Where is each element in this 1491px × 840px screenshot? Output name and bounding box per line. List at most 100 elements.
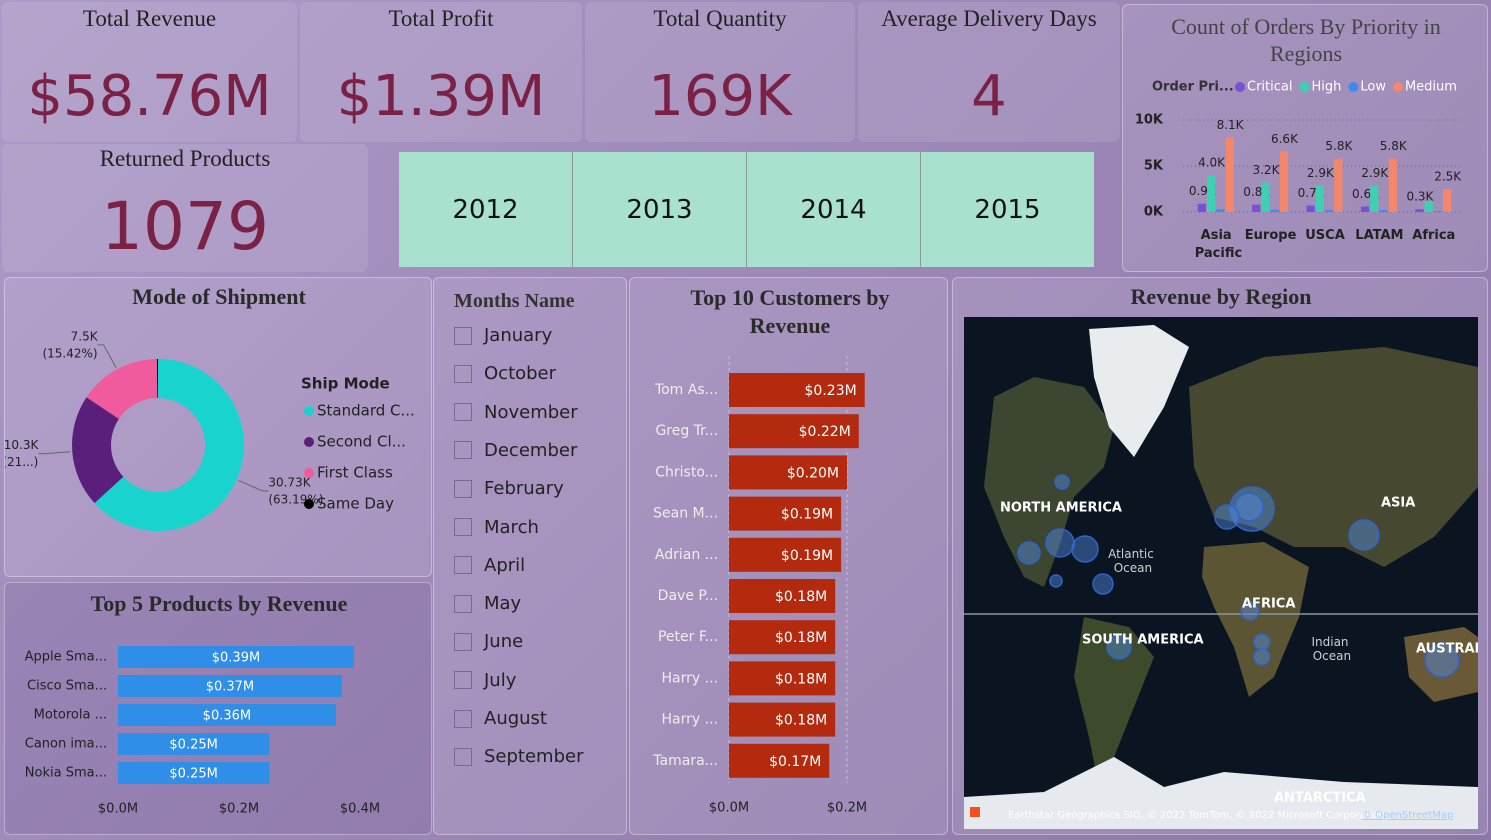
data-label: $0.18M	[775, 671, 827, 687]
data-label: $0.39M	[212, 651, 260, 666]
month-item[interactable]: April	[454, 555, 525, 576]
bar	[729, 743, 830, 778]
legend-swatch	[304, 437, 314, 447]
bar	[729, 702, 836, 737]
y-tick-label: Tom As...	[654, 382, 718, 398]
legend-label: First Class	[317, 464, 393, 482]
map-label: Indian Ocean	[1309, 635, 1351, 663]
location-bubble	[1045, 528, 1075, 558]
data-label: 2.5K	[1434, 170, 1462, 184]
month-item[interactable]: January	[454, 325, 552, 346]
donut-slice	[156, 359, 158, 399]
bar	[118, 762, 270, 784]
bar	[1360, 206, 1370, 212]
month-label: February	[484, 478, 564, 500]
month-item[interactable]: September	[454, 746, 584, 767]
kpi-title: Total Profit	[388, 6, 494, 31]
legend-label: High	[1311, 80, 1341, 95]
kpi-value: 1079	[101, 188, 269, 265]
checkbox[interactable]	[454, 594, 472, 613]
y-tick-label: Nokia Sma...	[25, 766, 107, 781]
year-button[interactable]: 2014	[747, 152, 921, 267]
slicer-title: Months Name	[454, 290, 575, 312]
attribution-link[interactable]: © OpenStreetMap	[1362, 810, 1453, 821]
y-tick-label: Dave P...	[658, 588, 718, 604]
month-item[interactable]: November	[454, 402, 578, 423]
month-label: March	[484, 516, 539, 538]
kpi-card: Average Delivery Days 4	[858, 2, 1120, 142]
x-tick-label: $0.4M	[340, 802, 380, 817]
bar	[729, 455, 847, 490]
checkbox[interactable]	[454, 709, 472, 728]
chart-panel: Top 10 Customers by Revenue $0.0M $0.2M To…	[629, 277, 948, 835]
data-label: 30.73K	[268, 475, 311, 489]
donut-slice	[72, 397, 124, 504]
chart-title: Count of Orders By Priority in Regions	[1171, 14, 1441, 66]
bar	[1270, 209, 1279, 212]
data-label: $0.25M	[169, 738, 217, 753]
data-label: 6.6K	[1271, 132, 1299, 146]
month-item[interactable]: May	[454, 593, 521, 614]
ice	[1089, 325, 1189, 457]
checkbox[interactable]	[454, 479, 472, 498]
data-label: 5.8K	[1380, 139, 1408, 153]
legend-swatch	[304, 406, 314, 416]
map-label: ASIA	[1381, 496, 1415, 511]
kpi-card: Total Quantity 169K	[585, 2, 855, 142]
kpi-title: Total Revenue	[82, 6, 217, 31]
checkbox[interactable]	[454, 671, 472, 690]
bar	[729, 620, 836, 655]
bar	[1443, 189, 1452, 212]
bar	[1370, 185, 1379, 212]
data-label: $0.23M	[805, 383, 857, 399]
location-bubble	[1054, 474, 1070, 490]
month-item[interactable]: August	[454, 708, 547, 729]
donut-slice	[86, 359, 158, 419]
bar	[1388, 158, 1397, 212]
map-label: AFRICA	[1242, 597, 1295, 612]
checkbox[interactable]	[454, 518, 472, 536]
month-item[interactable]: June	[454, 631, 523, 652]
legend-label: Low	[1360, 80, 1386, 95]
month-item[interactable]: March	[454, 517, 539, 538]
location-bubble	[1092, 573, 1114, 595]
month-item[interactable]: July	[454, 670, 516, 691]
month-item[interactable]: December	[454, 440, 577, 461]
checkbox[interactable]	[454, 747, 472, 766]
x-tick-label: USCA	[1305, 228, 1345, 243]
checkbox[interactable]	[454, 441, 472, 460]
checkbox[interactable]	[454, 403, 472, 422]
y-tick-label: Sean M...	[653, 506, 718, 522]
location-bubble	[1071, 535, 1099, 563]
location-bubble	[1049, 574, 1063, 588]
month-item[interactable]: October	[454, 363, 556, 384]
year-button[interactable]: 2012	[399, 152, 573, 267]
y-tick-label: Apple Sma...	[25, 650, 107, 665]
bar	[118, 646, 354, 668]
checkbox[interactable]	[454, 326, 472, 345]
x-tick-label: $0.2M	[827, 801, 867, 816]
x-tick-label: Europe	[1245, 228, 1297, 243]
map-panel: Revenue by Region NORTH AMERICA ASIA	[952, 277, 1488, 835]
checkbox[interactable]	[454, 556, 472, 575]
bar	[1379, 210, 1388, 212]
legend-swatch	[304, 468, 314, 478]
checkbox[interactable]	[454, 632, 472, 651]
year-button[interactable]: 2015	[974, 194, 1041, 225]
data-label: $0.22M	[799, 424, 851, 440]
leader-line	[38, 451, 71, 455]
bar	[1252, 204, 1261, 212]
bar	[1206, 175, 1216, 212]
bar	[118, 675, 342, 697]
checkbox[interactable]	[454, 364, 472, 383]
month-label: December	[484, 439, 578, 461]
location-bubble	[1214, 504, 1240, 530]
data-label: 2.9K	[1361, 166, 1389, 180]
percent-label: (15.42%)	[42, 346, 97, 360]
location-bubble	[1253, 633, 1271, 651]
map-title: Revenue by Region	[1130, 284, 1312, 309]
year-button[interactable]: 2013	[573, 152, 747, 267]
x-tick-label: Africa	[1412, 228, 1455, 243]
month-item[interactable]: February	[454, 478, 564, 499]
